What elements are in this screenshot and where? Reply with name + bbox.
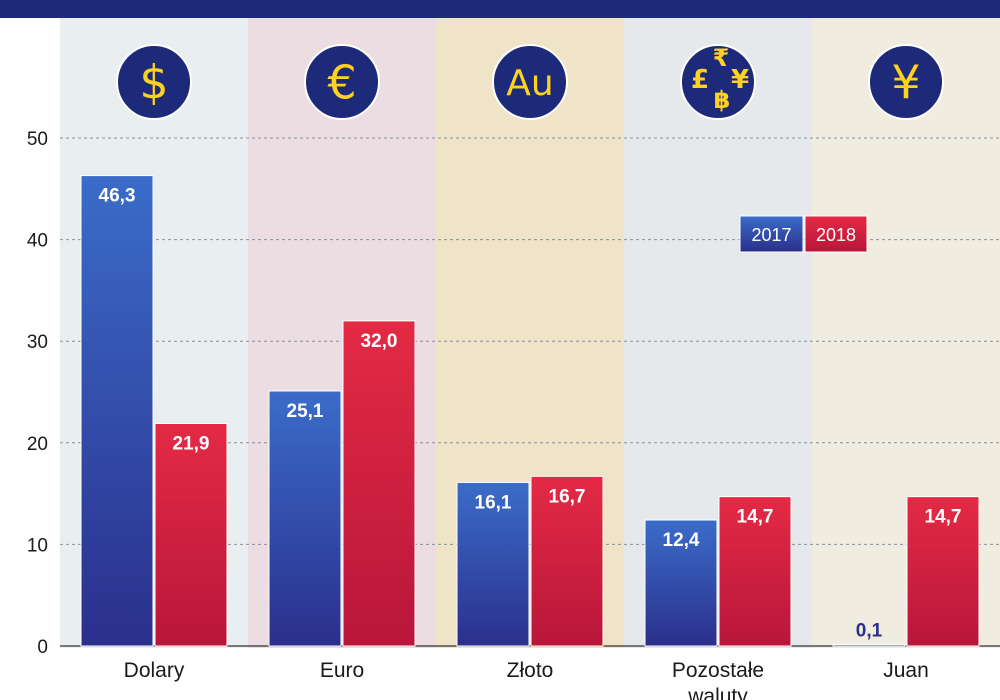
yuan-icon: ¥ (868, 44, 944, 120)
svg-text:2017: 2017 (751, 225, 791, 245)
legend-item-2018: 2018 (804, 215, 868, 253)
data-label: 16,1 (475, 492, 512, 513)
svg-text:₹: ₹ (713, 44, 730, 72)
svg-text:$: $ (139, 56, 168, 110)
data-label: 21,9 (173, 433, 210, 454)
dollar-icon: $ (116, 44, 192, 120)
data-label: 46,3 (99, 186, 136, 207)
y-tick-label: 50 (27, 129, 48, 150)
svg-text:£: £ (691, 65, 709, 95)
euro-icon: € (304, 44, 380, 120)
data-label: 16,7 (549, 486, 586, 507)
data-label: 32,0 (361, 331, 398, 352)
other-currencies-icon: ₹£฿¥ (680, 44, 756, 120)
data-label: 0,1 (856, 621, 883, 642)
data-label: 14,7 (737, 507, 774, 528)
data-label: 12,4 (663, 530, 700, 551)
svg-text:Au: Au (506, 63, 553, 104)
bar-2018-4 (906, 496, 980, 647)
y-tick-label: 30 (27, 332, 48, 353)
category-label: waluty (687, 685, 748, 700)
category-label: Złoto (507, 659, 554, 682)
category-label: Dolary (124, 659, 185, 682)
bar-2018-0 (154, 422, 228, 647)
bar-2018-3 (718, 496, 792, 647)
y-tick-label: 0 (37, 637, 48, 658)
y-tick-label: 10 (27, 535, 48, 556)
svg-text:€: € (327, 56, 356, 110)
svg-text:฿: ฿ (714, 86, 731, 114)
data-label: 14,7 (925, 507, 962, 528)
svg-text:¥: ¥ (731, 65, 749, 95)
legend-item-2017: 2017 (739, 215, 804, 253)
category-label: Juan (883, 659, 929, 682)
bar-2017-1 (268, 390, 342, 647)
bar-2018-1 (342, 320, 416, 647)
bar-2018-2 (530, 475, 604, 647)
bar-2017-3 (644, 519, 718, 647)
bar-2017-0 (80, 175, 154, 647)
svg-text:¥: ¥ (891, 56, 920, 110)
svg-text:2018: 2018 (816, 225, 856, 245)
y-tick-label: 40 (27, 231, 48, 252)
title-banner (0, 0, 1000, 18)
y-tick-label: 20 (27, 434, 48, 455)
category-label: Euro (320, 659, 364, 682)
data-label: 25,1 (287, 401, 324, 422)
category-label: Pozostałe (672, 659, 764, 682)
gold-icon: Au (492, 44, 568, 120)
bar-2017-2 (456, 481, 530, 647)
bar-2017-4 (832, 644, 906, 647)
